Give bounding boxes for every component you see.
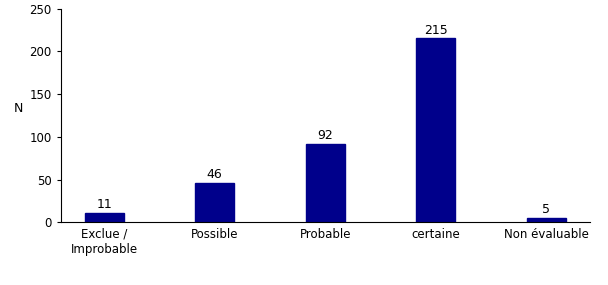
Text: 215: 215 (424, 24, 447, 37)
Y-axis label: N: N (14, 102, 23, 115)
Text: 11: 11 (96, 198, 112, 211)
Text: 5: 5 (542, 203, 550, 216)
Text: 92: 92 (317, 129, 333, 142)
Bar (85, 213, 123, 222)
Bar (527, 218, 565, 222)
Bar (306, 144, 345, 222)
Bar (416, 38, 455, 222)
Bar (195, 183, 234, 222)
Text: 46: 46 (207, 168, 223, 181)
